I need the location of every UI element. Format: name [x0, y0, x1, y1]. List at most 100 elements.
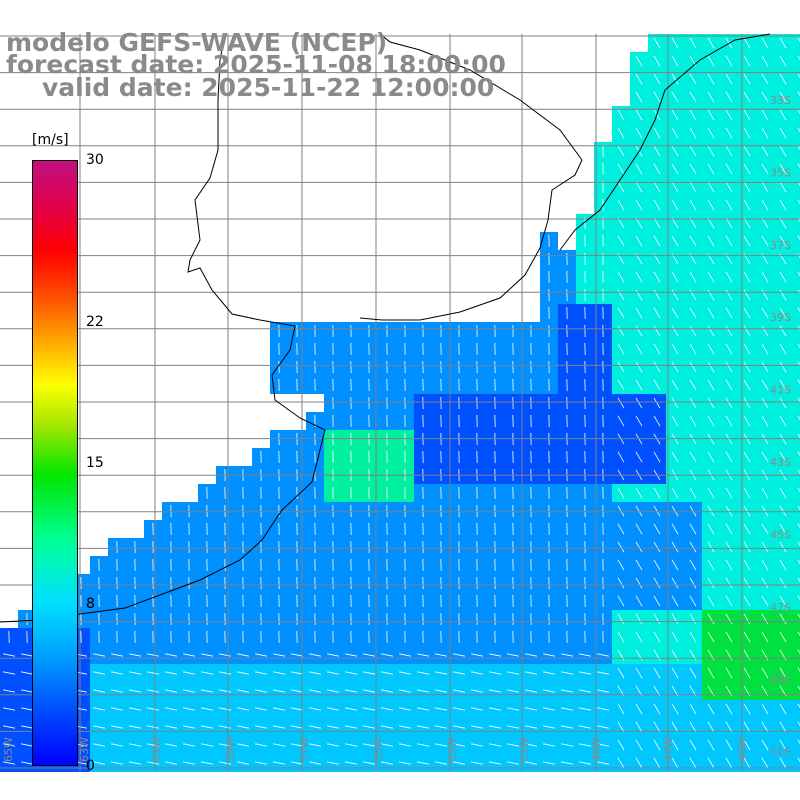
wind-arrow	[797, 271, 800, 277]
wind-arrow	[761, 559, 769, 571]
wind-arrow	[743, 721, 751, 733]
wind-arrow	[579, 743, 591, 747]
wind-arrow	[653, 631, 661, 643]
wind-arrow	[399, 671, 411, 675]
wind-arrow	[671, 721, 679, 733]
wind-arrow	[653, 325, 661, 337]
wind-arrow	[255, 689, 267, 693]
wind-arrow	[147, 707, 159, 711]
wind-arrow	[273, 653, 285, 657]
wind-arrow	[345, 653, 357, 657]
wind-arrow	[779, 415, 787, 427]
wind-arrow	[725, 739, 733, 751]
wind-arrow	[671, 343, 679, 355]
wind-arrow	[743, 541, 751, 553]
wind-arrow	[743, 595, 751, 607]
wind-arrow	[147, 653, 159, 657]
wind-arrow	[617, 667, 625, 679]
wind-cell	[792, 538, 800, 556]
wind-arrow	[21, 653, 33, 657]
wind-arrow	[761, 361, 769, 373]
wind-arrow	[507, 689, 519, 693]
wind-arrow	[761, 289, 769, 301]
wind-arrow	[653, 145, 661, 157]
wind-arrow	[561, 707, 573, 711]
wind-arrow	[635, 415, 643, 427]
wind-arrow	[617, 757, 625, 769]
wind-arrow	[129, 689, 141, 693]
wind-arrow	[689, 91, 697, 103]
wind-arrow	[743, 343, 751, 355]
wind-arrow	[617, 109, 625, 121]
wind-arrow	[779, 217, 787, 229]
wind-arrow	[111, 743, 123, 747]
wind-arrow	[617, 145, 625, 157]
wind-arrow	[743, 523, 751, 535]
wind-cell	[792, 142, 800, 160]
wind-arrow	[635, 91, 643, 103]
wind-arrow	[635, 397, 643, 409]
wind-arrow	[761, 145, 769, 157]
wind-arrow	[797, 217, 800, 223]
wind-arrow	[653, 559, 661, 571]
wind-arrow	[219, 725, 231, 729]
wind-arrow	[93, 761, 105, 765]
wind-arrow	[653, 199, 661, 211]
wind-arrow	[489, 653, 501, 657]
wind-arrow	[689, 505, 697, 517]
wind-arrow	[147, 725, 159, 729]
wind-arrow	[309, 689, 321, 693]
wind-arrow	[561, 689, 573, 693]
wind-arrow	[797, 397, 800, 403]
wind-arrow	[779, 703, 787, 715]
wind-arrow	[635, 289, 643, 301]
wind-arrow	[671, 613, 679, 625]
wind-arrow	[3, 725, 15, 729]
wind-arrow	[707, 361, 715, 373]
wind-arrow	[743, 739, 751, 751]
wind-arrow	[689, 451, 697, 463]
colorbar-tick-label: 8	[86, 596, 95, 613]
wind-arrow	[635, 595, 643, 607]
wind-arrow	[237, 671, 249, 675]
latitude-label: 45S	[770, 528, 791, 541]
wind-arrow	[707, 235, 715, 247]
longitude-label: 63W	[78, 737, 91, 762]
wind-arrow	[653, 757, 661, 769]
wind-arrow	[653, 235, 661, 247]
wind-arrow	[707, 721, 715, 733]
wind-arrow	[797, 595, 800, 601]
wind-arrow	[779, 307, 787, 319]
wind-arrow	[561, 725, 573, 729]
valid-date: valid date: 2025-11-22 12:00:00	[42, 73, 495, 102]
wind-arrow	[255, 671, 267, 675]
wind-arrow	[743, 37, 751, 49]
wind-arrow	[635, 523, 643, 535]
wind-arrow	[725, 397, 733, 409]
wind-arrow	[597, 743, 609, 747]
wind-arrow	[579, 653, 591, 657]
wind-arrow	[3, 743, 15, 747]
wind-arrow	[797, 235, 800, 241]
wind-cell	[792, 448, 800, 466]
wind-arrow	[345, 671, 357, 675]
wind-cell	[792, 610, 800, 628]
wind-arrow	[273, 725, 285, 729]
wind-arrow	[725, 451, 733, 463]
wind-arrow	[417, 671, 429, 675]
wind-arrow	[689, 343, 697, 355]
wind-arrow	[725, 667, 733, 679]
wind-arrow	[111, 761, 123, 765]
wind-arrow	[93, 707, 105, 711]
wind-arrow	[689, 415, 697, 427]
wind-arrow	[201, 671, 213, 675]
wind-arrow	[453, 707, 465, 711]
wind-arrow	[561, 743, 573, 747]
wind-arrow	[635, 631, 643, 643]
wind-arrow	[165, 671, 177, 675]
colorbar-tick-label: 15	[86, 455, 104, 471]
wind-arrow	[653, 541, 661, 553]
wind-arrow	[237, 725, 249, 729]
wind-arrow	[707, 523, 715, 535]
